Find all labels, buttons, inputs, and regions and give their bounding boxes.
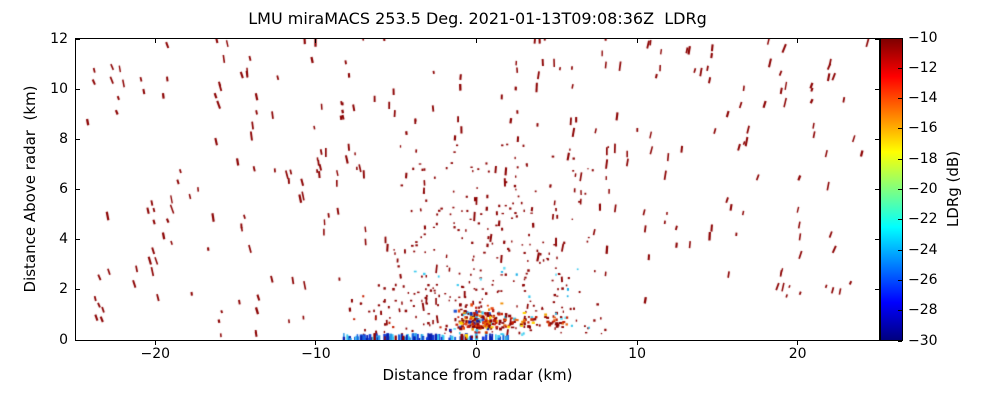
- x-tick-mark-top: [636, 39, 638, 43]
- colorbar-tick-label: −18: [908, 150, 938, 167]
- y-tick-mark-left: [76, 138, 80, 140]
- y-tick-label: 12: [50, 30, 68, 47]
- y-tick-label: 4: [59, 231, 68, 248]
- colorbar-tick-mark: [898, 340, 902, 342]
- x-tick-mark-bottom: [476, 340, 477, 345]
- colorbar-tick-mark: [898, 310, 902, 312]
- y-tick-mark-left: [76, 88, 80, 90]
- x-tick-mark-bottom: [315, 340, 317, 345]
- colorbar-tick-mark: [898, 98, 902, 100]
- x-tick-label: −10: [301, 346, 331, 362]
- y-tick-label: 2: [59, 281, 68, 298]
- x-tick-mark-top: [476, 39, 477, 43]
- x-tick-mark-top: [315, 39, 317, 43]
- colorbar-tick-label: −22: [908, 211, 938, 228]
- y-tick-label: 8: [59, 130, 68, 147]
- x-tick-label: 20: [788, 346, 807, 362]
- y-tick-mark-right: [875, 138, 879, 140]
- y-tick-mark-left: [76, 239, 80, 241]
- colorbar-tick-mark: [898, 158, 902, 160]
- colorbar-tick-mark: [898, 37, 902, 39]
- colorbar-tick-label: −30: [908, 332, 938, 349]
- y-tick-mark-right: [875, 189, 879, 190]
- colorbar-tick-label: −12: [908, 59, 938, 76]
- x-tick-label: −20: [140, 346, 171, 362]
- plot-area: [75, 38, 880, 341]
- y-tick-mark-left: [76, 189, 80, 190]
- x-tick-mark-bottom: [797, 340, 799, 345]
- colorbar: [880, 38, 903, 341]
- x-tick-mark-bottom: [636, 340, 638, 345]
- rhi-scatter-canvas: [76, 39, 879, 340]
- x-tick-label: 0: [472, 346, 481, 362]
- y-tick-mark-right: [875, 88, 879, 90]
- colorbar-tick-label: −24: [908, 241, 938, 258]
- y-tick-mark-left: [76, 339, 80, 341]
- x-tick-label: 10: [628, 346, 647, 362]
- colorbar-tick-mark: [898, 128, 902, 130]
- y-tick-mark-left: [76, 38, 80, 40]
- colorbar-tick-label: −26: [908, 271, 938, 288]
- x-axis-label: Distance from radar (km): [382, 366, 573, 384]
- colorbar-tick-mark: [898, 249, 902, 251]
- colorbar-tick-mark: [898, 279, 902, 281]
- y-tick-label: 6: [59, 181, 68, 197]
- x-tick-mark-top: [797, 39, 799, 43]
- x-tick-mark-top: [154, 39, 156, 43]
- colorbar-tick-mark: [898, 67, 902, 69]
- colorbar-gradient: [881, 39, 902, 340]
- y-tick-mark-right: [875, 339, 879, 341]
- colorbar-tick-mark: [898, 189, 902, 190]
- y-tick-mark-right: [875, 289, 879, 291]
- colorbar-tick-label: −20: [908, 181, 938, 197]
- x-tick-mark-bottom: [154, 340, 156, 345]
- colorbar-tick-mark: [898, 219, 902, 221]
- colorbar-label: LDRg (dB): [944, 150, 962, 228]
- colorbar-tick-label: −28: [908, 302, 938, 319]
- plot-title: LMU miraMACS 253.5 Deg. 2021-01-13T09:08…: [248, 9, 707, 28]
- y-tick-mark-left: [76, 289, 80, 291]
- colorbar-tick-label: −14: [908, 90, 938, 107]
- y-tick-label: 10: [50, 80, 68, 97]
- y-tick-label: 0: [59, 331, 68, 348]
- colorbar-tick-label: −10: [908, 29, 938, 46]
- y-tick-mark-right: [875, 239, 879, 241]
- y-tick-mark-right: [875, 38, 879, 40]
- colorbar-tick-label: −16: [908, 120, 938, 137]
